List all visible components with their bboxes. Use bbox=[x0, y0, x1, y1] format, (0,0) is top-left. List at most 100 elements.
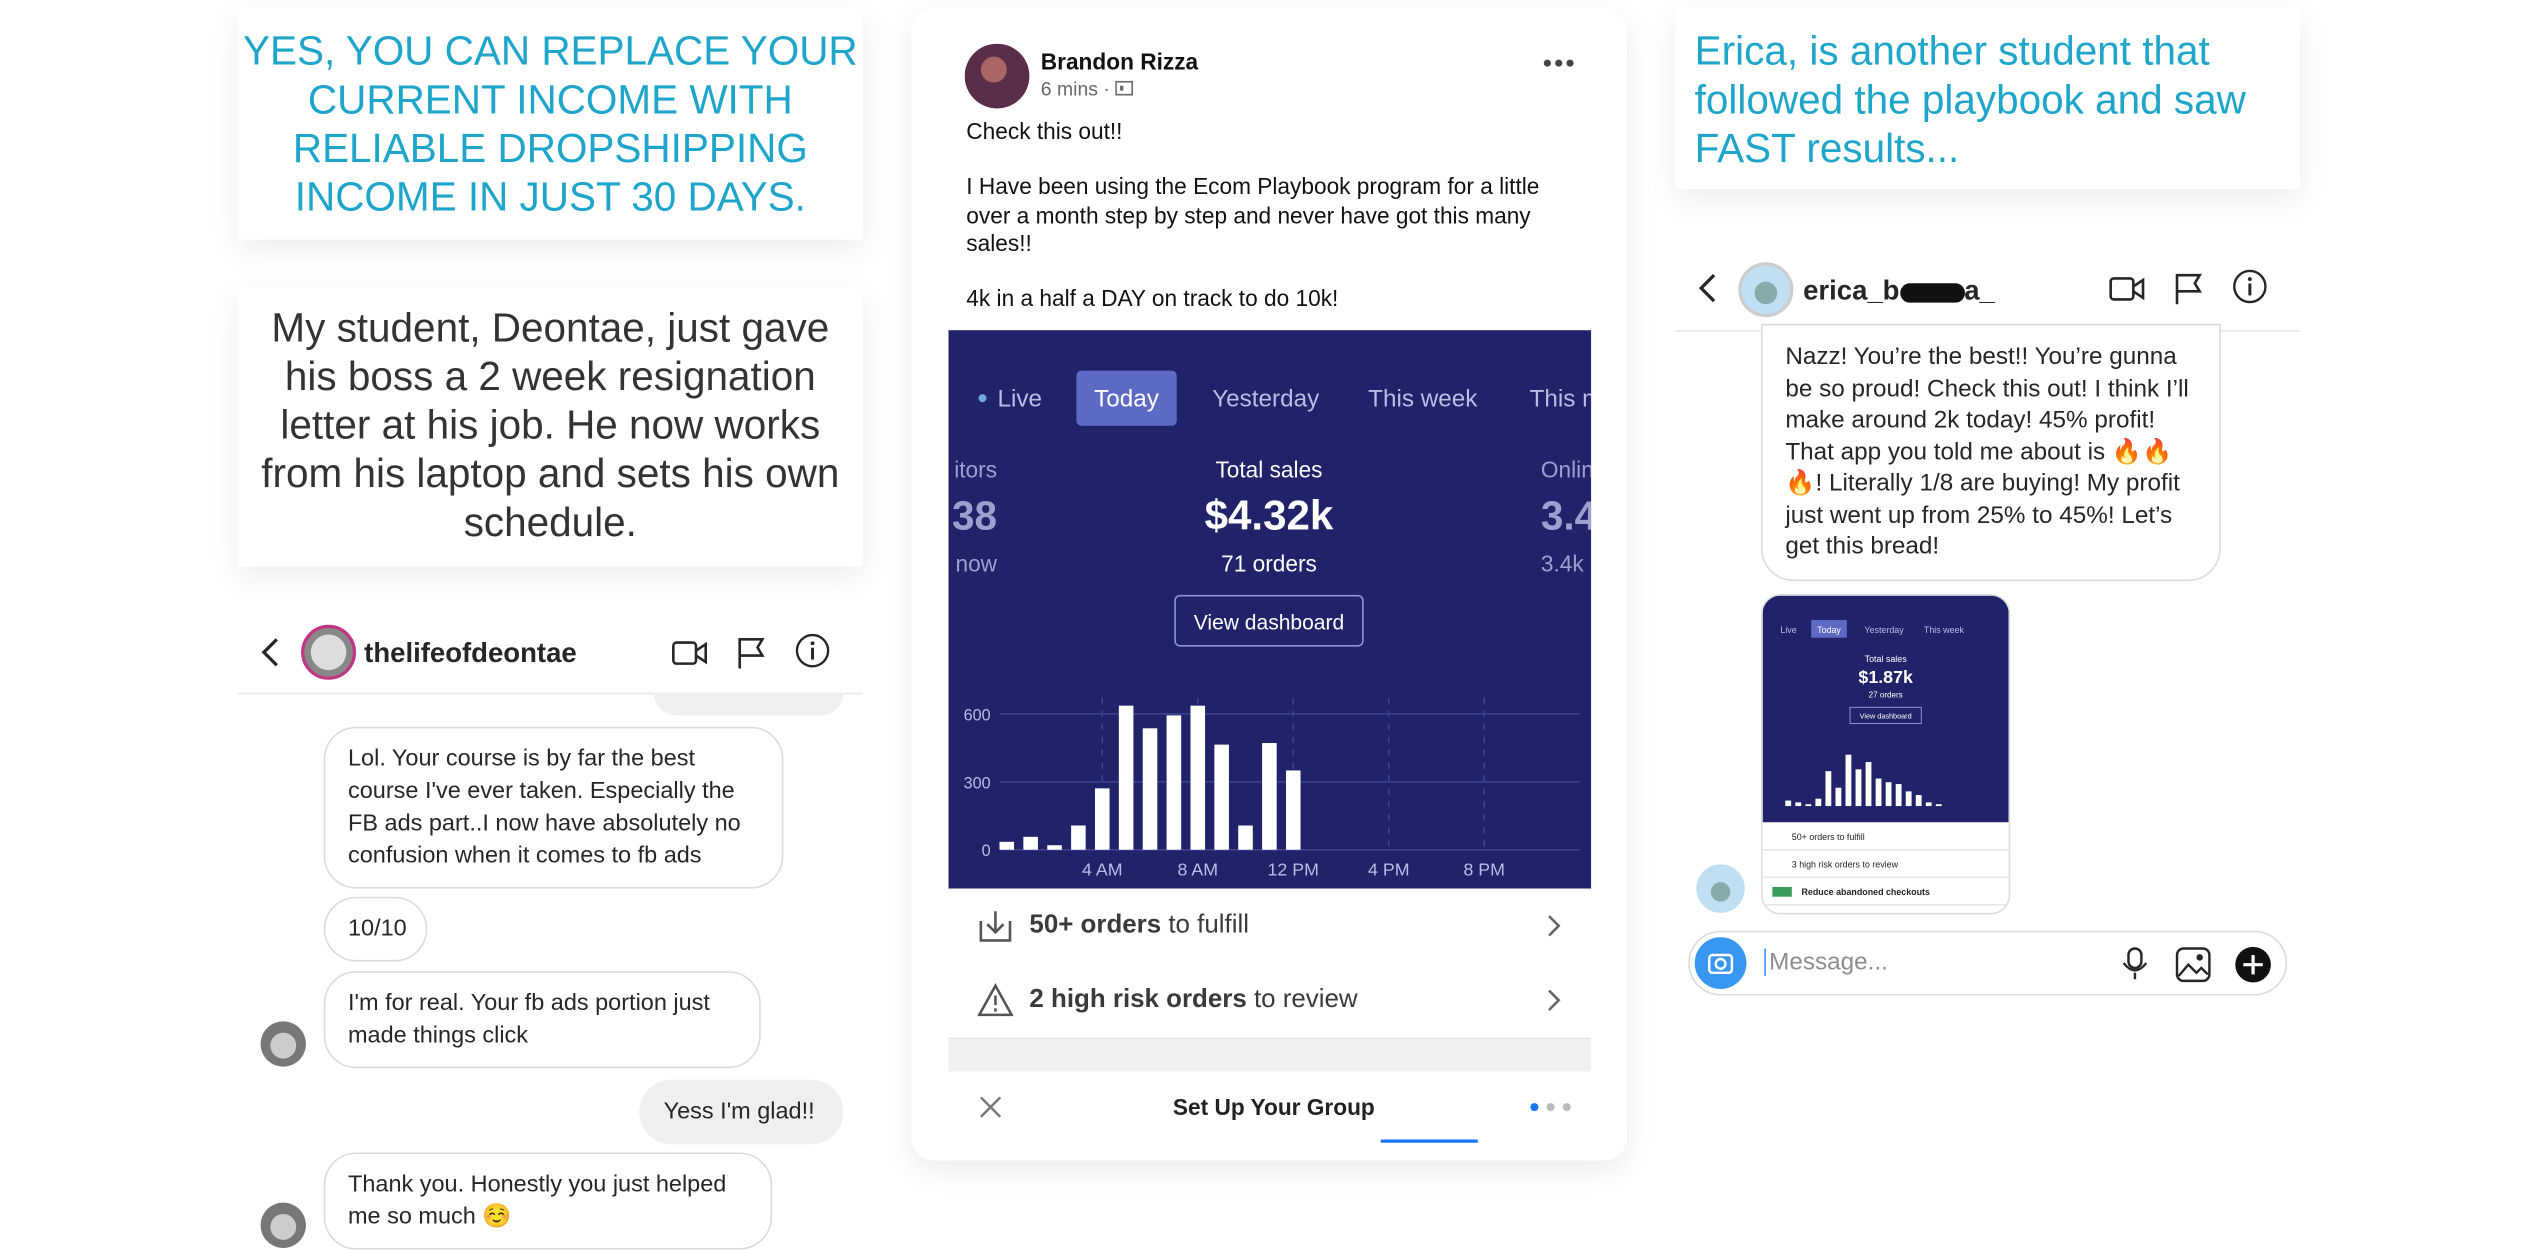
bar bbox=[1118, 705, 1134, 850]
mini-bar bbox=[1875, 778, 1882, 807]
author-avatar bbox=[964, 43, 1030, 109]
tab: Today bbox=[1094, 385, 1160, 412]
row-bold: 2 high risk orders bbox=[1029, 985, 1247, 1014]
flag-icon[interactable] bbox=[2171, 270, 2207, 306]
close-button[interactable] bbox=[978, 1094, 1004, 1120]
gallery-icon[interactable] bbox=[2174, 945, 2213, 984]
x-tick-label: 12 PM bbox=[1268, 860, 1319, 880]
chat-header: thelifeofdeontae bbox=[237, 622, 863, 695]
mini-button bbox=[1849, 706, 1922, 724]
footer-title: Set Up Your Group bbox=[1172, 1094, 1375, 1121]
tab: This m bbox=[1530, 385, 1592, 412]
total-sales: $4.32k bbox=[1205, 491, 1334, 538]
post-text: Check this out!! I Have been using the Ec… bbox=[966, 118, 1565, 341]
avatar bbox=[260, 1202, 306, 1248]
back-button[interactable] bbox=[254, 634, 290, 670]
avatar bbox=[1738, 262, 1794, 318]
bar bbox=[1214, 744, 1229, 850]
x-tick-label: 4 AM bbox=[1082, 860, 1123, 880]
info-icon[interactable] bbox=[795, 633, 831, 669]
paragraph: 4k in a half a DAY on track to do 10k! bbox=[966, 285, 1339, 312]
tab: This week bbox=[1368, 385, 1478, 412]
icon-shape bbox=[979, 911, 1012, 942]
stat-label: Onlin bbox=[1541, 456, 1591, 482]
mini-label: Total sales bbox=[1865, 654, 1908, 664]
message-input[interactable]: Message... bbox=[1688, 930, 2288, 996]
bar bbox=[1166, 715, 1182, 850]
audience-icon bbox=[1115, 80, 1134, 96]
x-tick-label: 8 AM bbox=[1177, 860, 1218, 880]
back-button[interactable] bbox=[1691, 270, 1727, 306]
dashboard: Live Today Yesterday This week This m itors 38… bbox=[948, 330, 1592, 889]
mini-bar bbox=[1935, 804, 1942, 807]
icon-shape bbox=[977, 983, 1014, 1017]
chevron-shape bbox=[1548, 989, 1561, 1011]
avatar-inner bbox=[270, 1213, 297, 1240]
row-icon bbox=[979, 911, 1012, 942]
username-end: a_ bbox=[1964, 275, 1995, 306]
mini-button-label: View dashboard bbox=[1860, 712, 1912, 721]
mini-bar bbox=[1905, 791, 1912, 807]
username[interactable]: thelifeofdeontae bbox=[364, 637, 577, 669]
headline: Erica, is another student that followed … bbox=[1675, 8, 2301, 190]
row-text: 50+ orders to fulfill bbox=[1029, 911, 1249, 940]
username[interactable]: erica_b a_ bbox=[1803, 275, 1995, 307]
message: Thank you. Honestly you just helped me s… bbox=[323, 1152, 773, 1250]
dashboard-button[interactable] bbox=[1174, 594, 1364, 647]
info-icon[interactable] bbox=[2232, 269, 2268, 305]
flag-icon[interactable] bbox=[733, 634, 769, 670]
stat-sub: now bbox=[955, 550, 997, 576]
mini-bar bbox=[1895, 784, 1902, 807]
tab: Live bbox=[997, 385, 1042, 412]
row-text: 2 high risk orders to review bbox=[1029, 986, 1357, 1015]
camera-button[interactable] bbox=[1694, 937, 1747, 989]
redaction bbox=[1899, 282, 1965, 302]
orders: 71 orders bbox=[1221, 550, 1317, 576]
mini-total: $1.87k bbox=[1858, 667, 1913, 687]
row-icon bbox=[977, 983, 1014, 1017]
dashboard-graphic: Live Today Yesterday This week This m itors 38… bbox=[952, 370, 1592, 880]
username-start: erica_b bbox=[1803, 275, 1900, 306]
x-tick-label: 4 PM bbox=[1368, 860, 1410, 880]
mini-tab: Live bbox=[1780, 625, 1796, 635]
footer-underline bbox=[1380, 1139, 1478, 1143]
bar bbox=[1238, 825, 1253, 850]
author[interactable]: Brandon Rizza bbox=[1040, 48, 1199, 75]
stat-label: itors bbox=[954, 456, 997, 482]
x-tick-label: 8 PM bbox=[1463, 860, 1505, 880]
mic-icon[interactable] bbox=[2117, 945, 2153, 981]
video-icon[interactable] bbox=[2109, 270, 2145, 306]
stat-value: 3.4 bbox=[1541, 492, 1591, 538]
order-row[interactable]: 2 high risk orders to review bbox=[948, 963, 1592, 1040]
message: I'm for real. Your fb ads portion just m… bbox=[323, 971, 761, 1069]
mini-row: 50+ orders to fulfill bbox=[1792, 832, 1865, 842]
add-button[interactable] bbox=[2234, 945, 2273, 984]
screenshot: Live Today Yesterday This week Total sales $1… bbox=[1761, 594, 2011, 915]
stat-value: 38 bbox=[952, 492, 997, 538]
chevron bbox=[1548, 915, 1561, 937]
mini-tab: Today bbox=[1817, 625, 1841, 635]
chat-header: erica_b a_ bbox=[1675, 251, 2301, 332]
live-dot bbox=[978, 394, 987, 403]
mini-bar bbox=[1785, 800, 1792, 807]
mini-badge bbox=[1772, 886, 1792, 897]
message: Lol. Your course is by far the best cour… bbox=[323, 726, 784, 889]
mini-bar bbox=[1815, 798, 1822, 807]
mini-bar bbox=[1865, 762, 1872, 807]
mini-bar bbox=[1845, 754, 1852, 807]
button-label: View dashboard bbox=[1194, 612, 1344, 635]
y-tick-label: 0 bbox=[982, 842, 991, 860]
stat-label: Total sales bbox=[1215, 456, 1322, 482]
row-bold: 50+ orders bbox=[1029, 911, 1162, 939]
more-button[interactable] bbox=[1543, 55, 1579, 71]
mini-row: Reduce abandoned checkouts bbox=[1802, 887, 1931, 897]
message: Yess I'm glad!! bbox=[639, 1079, 844, 1145]
mini-bar bbox=[1825, 771, 1832, 807]
y-tick-label: 300 bbox=[964, 774, 991, 792]
video-icon[interactable] bbox=[672, 634, 708, 670]
mini-bar bbox=[1805, 804, 1812, 807]
chevron-shape bbox=[1548, 915, 1561, 937]
order-row[interactable]: 50+ orders to fulfill bbox=[948, 888, 1592, 965]
pager-dots bbox=[1530, 1103, 1571, 1112]
